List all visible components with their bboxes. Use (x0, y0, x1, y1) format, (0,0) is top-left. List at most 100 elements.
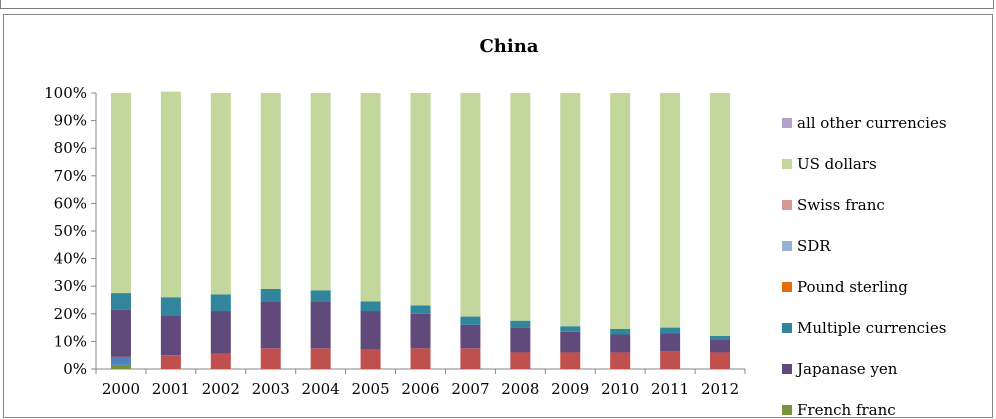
x-tick-label: 2012 (701, 380, 739, 398)
bar-segment-japanase-yen (560, 331, 581, 353)
bar-segment-multiple-currencies (660, 327, 681, 334)
y-tick-label: 10% (54, 332, 87, 350)
legend-label: US dollars (797, 155, 877, 173)
base-segment (160, 355, 181, 369)
legend-swatch (782, 118, 792, 128)
bar-segment-us-dollars (560, 93, 581, 327)
x-tick-label: 2004 (302, 380, 340, 398)
base-segment (110, 356, 131, 358)
legend-swatch (782, 405, 792, 415)
bar-segment-us-dollars (510, 93, 531, 321)
bar-segment-multiple-currencies (360, 301, 381, 312)
bar-segment-us-dollars (610, 93, 631, 329)
extra-segment (110, 357, 131, 365)
y-tick-label: 40% (54, 250, 87, 268)
legend-swatch (782, 200, 792, 210)
bar-segment-multiple-currencies (310, 290, 331, 302)
bar-segment-japanase-yen (210, 311, 231, 354)
base-segment (410, 348, 431, 369)
bar-segment-japanase-yen (660, 333, 681, 352)
bar-segment-japanase-yen (510, 327, 531, 353)
legend-label: Japanase yen (795, 360, 898, 378)
y-tick-label: 80% (54, 139, 87, 157)
bar-segment-japanase-yen (110, 309, 131, 357)
bar-segment-french-franc (110, 364, 131, 369)
legend: all other currencies US dollars Swiss fran… (782, 114, 947, 417)
base-segment (510, 352, 531, 369)
x-tick-label: 2003 (252, 380, 290, 398)
bar-segment-us-dollars (160, 91, 181, 298)
x-tick-label: 2008 (501, 380, 539, 398)
bar-segment-multiple-currencies (160, 297, 181, 316)
axis-group: 0% 10% 20% 30% 40% 50% 60% 70% 80% 90% 100% 2000 200… (44, 84, 746, 398)
bar-segment-japanase-yen (410, 313, 431, 349)
bar-segment-us-dollars (410, 93, 431, 306)
x-tick-label: 2006 (401, 380, 439, 398)
bar-segment-us-dollars (460, 93, 481, 317)
x-tick-label: 2005 (351, 380, 389, 398)
x-tick-label: 2009 (551, 380, 589, 398)
base-segment (360, 349, 381, 369)
base-segment (260, 348, 281, 369)
y-tick-label: 90% (54, 112, 87, 130)
bar-segment-multiple-currencies (460, 316, 481, 325)
bar-segment-japanase-yen (710, 340, 731, 353)
bars-group (110, 91, 731, 369)
bar-segment-multiple-currencies (510, 320, 531, 328)
y-tick-label: 60% (54, 194, 87, 212)
y-tick-label: 20% (54, 305, 87, 323)
chart-title: China (479, 36, 538, 57)
bar-segment-japanase-yen (160, 315, 181, 356)
bar-segment-us-dollars (310, 93, 331, 291)
base-segment (660, 351, 681, 369)
x-tick-label: 2002 (202, 380, 240, 398)
legend-label: Multiple currencies (797, 319, 946, 337)
base-segment (310, 348, 331, 369)
legend-label: Swiss franc (797, 196, 885, 214)
bar-segment-multiple-currencies (560, 326, 581, 332)
legend-swatch (782, 323, 792, 333)
bar-segment-multiple-currencies (260, 288, 281, 302)
bar-segment-japanase-yen (260, 301, 281, 349)
x-tick-label: 2007 (451, 380, 489, 398)
bar-segment-us-dollars (110, 93, 131, 294)
x-tick-label: 2010 (601, 380, 639, 398)
bar-segment-multiple-currencies (710, 335, 731, 341)
y-tick-label: 0% (63, 360, 87, 378)
bar-segment-us-dollars (660, 93, 681, 328)
y-tick-label: 70% (54, 167, 87, 185)
legend-swatch (782, 364, 792, 374)
bar-segment-japanase-yen (460, 324, 481, 349)
bar-segment-japanase-yen (610, 334, 631, 353)
base-segment (210, 353, 231, 369)
bar-segment-us-dollars (710, 93, 731, 336)
y-tick-label: 100% (44, 84, 87, 102)
x-tick-label: 2001 (152, 380, 190, 398)
x-tick-label: 2000 (102, 380, 140, 398)
bar-segment-us-dollars (210, 93, 231, 295)
legend-swatch (782, 282, 792, 292)
x-tick-label: 2011 (651, 380, 689, 398)
base-segment (460, 348, 481, 369)
bar-segment-multiple-currencies (410, 305, 431, 314)
base-segment (710, 352, 731, 369)
legend-label: SDR (797, 237, 831, 255)
legend-label: French franc (797, 401, 896, 417)
bar-segment-japanase-yen (310, 301, 331, 349)
top-strip (0, 0, 994, 9)
legend-label: Pound sterling (797, 278, 908, 296)
bar-segment-multiple-currencies (610, 328, 631, 335)
legend-swatch (782, 241, 792, 251)
chart-frame: China 0% 10% 20% 30% 40% 50% 60% 70% 80% 90% 100% 2… (3, 14, 993, 418)
y-tick-label: 50% (54, 222, 87, 240)
bar-segment-japanase-yen (360, 311, 381, 350)
legend-swatch (782, 159, 792, 169)
base-segment (610, 352, 631, 369)
bar-segment-multiple-currencies (210, 294, 231, 312)
legend-label: all other currencies (797, 114, 947, 132)
base-segment (560, 352, 581, 369)
bar-segment-us-dollars (360, 93, 381, 302)
bar-segment-multiple-currencies (110, 293, 131, 310)
stacked-bar-chart: China 0% 10% 20% 30% 40% 50% 60% 70% 80% 90% 100% 2… (44, 36, 947, 417)
y-tick-label: 30% (54, 277, 87, 295)
